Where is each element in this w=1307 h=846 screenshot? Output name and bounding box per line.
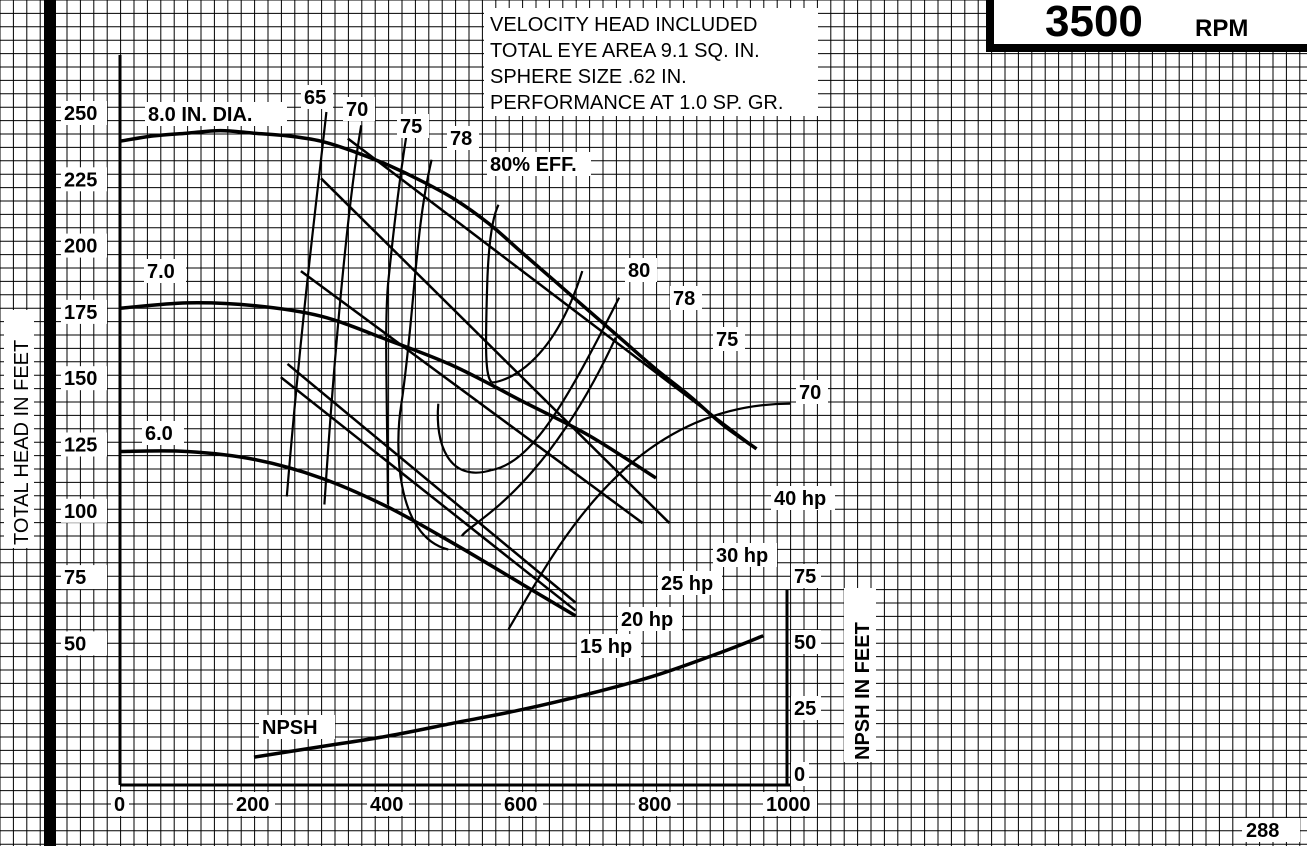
x-tick-200: 200 bbox=[236, 794, 269, 816]
y2-tick-75: 75 bbox=[794, 566, 816, 588]
label-hp-0: 40 hp bbox=[774, 488, 826, 510]
x-tick-200-group: 200 bbox=[233, 792, 275, 816]
note-sp-gr: PERFORMANCE AT 1.0 SP. GR. bbox=[490, 92, 783, 114]
label-hp-3: 20 hp bbox=[621, 609, 673, 631]
y-tick-125: 125 bbox=[64, 435, 97, 457]
label-eff-65-group: 65 bbox=[301, 85, 333, 109]
power-line-2 bbox=[301, 271, 643, 523]
label-eff-78-right-group: 78 bbox=[670, 286, 702, 310]
page-number: 288 bbox=[1246, 820, 1279, 842]
label-hp-3-group: 20 hp bbox=[618, 607, 682, 631]
x-tick-400-group: 400 bbox=[367, 792, 409, 816]
efficiency-curve-1 bbox=[324, 125, 361, 504]
label-eff-70-group: 70 bbox=[343, 97, 375, 121]
efficiency-curve-0 bbox=[287, 112, 327, 497]
note-velocity-head: VELOCITY HEAD INCLUDED bbox=[490, 14, 757, 36]
rpm-unit: RPM bbox=[1195, 15, 1248, 42]
y2-tick-50-group: 50 bbox=[791, 630, 821, 654]
y-tick-75: 75 bbox=[64, 567, 86, 589]
y-tick-150-group: 150 bbox=[61, 366, 107, 390]
label-dia-6-group: 6.0 bbox=[142, 421, 184, 445]
note-eye-area: TOTAL EYE AREA 9.1 SQ. IN. bbox=[490, 40, 760, 62]
label-npsh-group: NPSH bbox=[259, 715, 335, 739]
y-tick-250: 250 bbox=[64, 103, 97, 125]
label-dia-7: 7.0 bbox=[147, 261, 175, 283]
label-eff-75-right: 75 bbox=[716, 329, 738, 351]
x-tick-0-group: 0 bbox=[111, 792, 129, 816]
efficiency-curve-9 bbox=[509, 404, 790, 629]
y-tick-175-group: 175 bbox=[61, 300, 107, 324]
rpm-value: 3500 bbox=[1045, 0, 1143, 46]
y2-tick-50: 50 bbox=[794, 632, 816, 654]
y-tick-75-group: 75 bbox=[61, 565, 107, 589]
x-tick-800-group: 800 bbox=[635, 792, 677, 816]
x-tick-600-group: 600 bbox=[501, 792, 543, 816]
label-npsh: NPSH bbox=[262, 717, 318, 739]
label-eff-80-right: 80 bbox=[628, 260, 650, 282]
label-dia-6: 6.0 bbox=[145, 423, 173, 445]
x-tick-400: 400 bbox=[370, 794, 403, 816]
x-tick-800: 800 bbox=[638, 794, 671, 816]
head-curve-2 bbox=[120, 451, 576, 616]
plot-area bbox=[120, 112, 790, 757]
label-dia-7-group: 7.0 bbox=[144, 259, 186, 283]
label-eff-70: 70 bbox=[346, 99, 368, 121]
label-eff-80: 80% EFF. bbox=[490, 154, 577, 176]
y2-tick-0-group: 0 bbox=[791, 762, 809, 786]
label-hp-2: 25 hp bbox=[661, 573, 713, 595]
y-tick-200-group: 200 bbox=[61, 234, 107, 258]
label-hp-4-group: 15 hp bbox=[577, 634, 641, 658]
y-tick-225-group: 225 bbox=[61, 167, 107, 191]
label-hp-4: 15 hp bbox=[580, 636, 632, 658]
label-eff-70-right-group: 70 bbox=[796, 380, 828, 404]
y-tick-250-group: 250 bbox=[61, 101, 107, 125]
label-eff-78: 78 bbox=[450, 128, 472, 150]
label-eff-75: 75 bbox=[400, 116, 422, 138]
y-tick-125-group: 125 bbox=[61, 433, 107, 457]
label-eff-80-group: 80% EFF. bbox=[487, 152, 591, 176]
efficiency-curve-7 bbox=[492, 271, 582, 382]
y-tick-200: 200 bbox=[64, 236, 97, 258]
y-tick-50-group: 50 bbox=[61, 631, 107, 655]
label-eff-75-group: 75 bbox=[397, 114, 429, 138]
label-hp-1-group: 30 hp bbox=[713, 543, 777, 567]
y-tick-150: 150 bbox=[64, 368, 97, 390]
label-eff-75-right-group: 75 bbox=[713, 327, 745, 351]
y-tick-50: 50 bbox=[64, 633, 86, 655]
y2-tick-75-group: 75 bbox=[791, 564, 821, 588]
y2-tick-25-group: 25 bbox=[791, 696, 821, 720]
label-dia-8: 8.0 IN. DIA. bbox=[148, 104, 252, 126]
y-tick-100: 100 bbox=[64, 501, 97, 523]
label-eff-80-right-group: 80 bbox=[625, 258, 657, 282]
efficiency-curve-5 bbox=[438, 404, 492, 473]
y-tick-100-group: 100 bbox=[61, 499, 107, 523]
label-dia-8-group: 8.0 IN. DIA. bbox=[145, 102, 287, 126]
x-tick-0: 0 bbox=[114, 794, 125, 816]
label-eff-78-group: 78 bbox=[447, 126, 479, 150]
label-hp-2-group: 25 hp bbox=[658, 571, 722, 595]
label-hp-1: 30 hp bbox=[716, 545, 768, 567]
head-curve-0 bbox=[120, 131, 757, 449]
note-sphere-size: SPHERE SIZE .62 IN. bbox=[490, 66, 687, 88]
y2-tick-25: 25 bbox=[794, 698, 816, 720]
label-eff-78-right: 78 bbox=[673, 288, 695, 310]
y-tick-175: 175 bbox=[64, 302, 97, 324]
x-tick-1000: 1000 bbox=[766, 794, 811, 816]
y2-tick-0: 0 bbox=[794, 764, 805, 786]
left-border-bar bbox=[44, 0, 56, 846]
y2-axis-title: NPSH IN FEET bbox=[852, 622, 874, 760]
label-eff-70-right: 70 bbox=[799, 382, 821, 404]
x-tick-600: 600 bbox=[504, 794, 537, 816]
label-eff-65: 65 bbox=[304, 87, 326, 109]
x-tick-1000-group: 1000 bbox=[763, 792, 817, 816]
y-axis-title: TOTAL HEAD IN FEET bbox=[11, 340, 33, 545]
y-tick-225: 225 bbox=[64, 169, 97, 191]
label-hp-0-group: 40 hp bbox=[771, 486, 835, 510]
